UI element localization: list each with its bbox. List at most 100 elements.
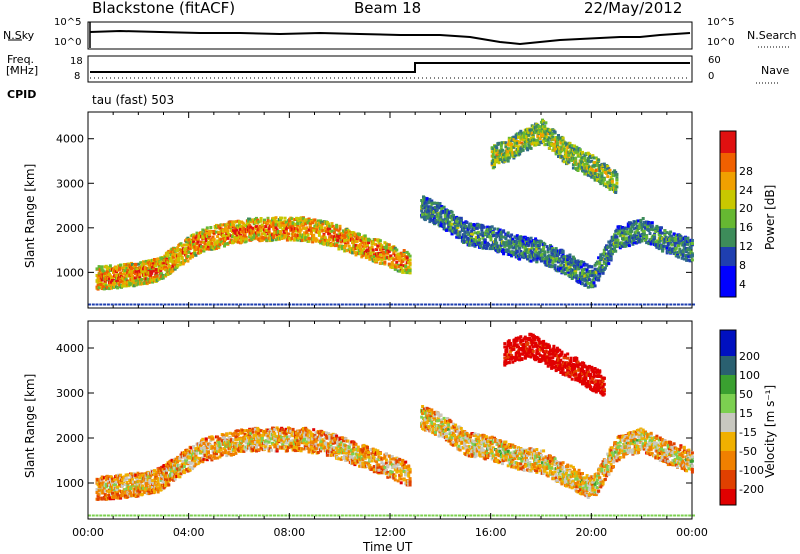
heatmap-cell: [613, 237, 617, 241]
heatmap-cell: [688, 303, 692, 306]
heatmap-cell: [570, 144, 574, 148]
heatmap-cell: [510, 142, 514, 146]
heatmap-cell: [103, 282, 107, 286]
heatmap-cell: [531, 258, 535, 262]
heatmap-cell: [529, 249, 533, 253]
heatmap-cell: [392, 252, 396, 256]
heatmap-cell: [571, 273, 575, 277]
heatmap-cell: [145, 267, 149, 271]
heatmap-cell: [97, 265, 101, 269]
heatmap-cell: [685, 256, 689, 260]
heatmap-cell: [387, 243, 391, 247]
heatmap-cell: [529, 303, 533, 306]
heatmap-cell: [138, 273, 142, 277]
heatmap-cell: [369, 247, 373, 251]
heatmap-cell: [363, 234, 367, 238]
heatmap-cell: [627, 244, 631, 248]
heatmap-cell: [144, 269, 148, 273]
heatmap-cell: [359, 243, 363, 247]
heatmap-cell: [275, 228, 279, 232]
heatmap-cell: [584, 152, 588, 156]
heatmap-cell: [484, 246, 488, 250]
heatmap-cell: [498, 228, 502, 232]
heatmap-cell: [541, 249, 544, 252]
heatmap-cell: [113, 488, 117, 492]
heatmap-cell: [103, 280, 107, 284]
heatmap-cell: [215, 230, 218, 234]
heatmap-cell: [311, 221, 315, 225]
heatmap-cell: [606, 164, 610, 168]
freq-tick-top: 18: [70, 56, 83, 67]
heatmap-cell: [669, 303, 673, 306]
heatmap-cell: [640, 239, 644, 243]
heatmap-cell: [293, 223, 297, 227]
heatmap-cell: [650, 303, 654, 306]
heatmap-cell: [324, 230, 328, 234]
heatmap-cell: [465, 303, 469, 306]
heatmap-cell: [616, 244, 620, 248]
heatmap-cell: [592, 156, 596, 160]
heatmap-cell: [118, 277, 122, 281]
heatmap-cell: [144, 259, 148, 263]
heatmap-cell: [192, 233, 196, 237]
heatmap-cell: [375, 248, 379, 251]
heatmap-cell: [543, 254, 547, 258]
heatmap-cell: [603, 266, 607, 270]
heatmap-cell: [642, 229, 646, 233]
heatmap-cell: [523, 143, 527, 147]
heatmap-cell: [665, 303, 669, 306]
heatmap-cell: [153, 262, 157, 266]
heatmap-cell: [635, 303, 639, 306]
heatmap-cell: [276, 219, 280, 223]
heatmap-cell: [502, 252, 506, 256]
heatmap-cell: [555, 257, 559, 261]
heatmap-cell: [544, 132, 548, 136]
heatmap-cell: [192, 243, 196, 247]
heatmap-cell: [226, 222, 230, 226]
heatmap-cell: [308, 225, 312, 229]
heatmap-cell: [285, 238, 289, 242]
heatmap-cell: [543, 250, 547, 254]
heatmap-cell: [561, 136, 565, 140]
heatmap-cell: [571, 255, 575, 259]
heatmap-cell: [330, 229, 334, 233]
heatmap-cell: [517, 145, 520, 149]
heatmap-cell: [106, 303, 110, 306]
heatmap-cell: [605, 263, 609, 267]
heatmap-cell: [515, 241, 519, 244]
heatmap-cell: [536, 256, 540, 260]
heatmap-cell: [200, 249, 204, 253]
heatmap-cell: [397, 303, 401, 306]
heatmap-cell: [124, 277, 128, 281]
heatmap-cell: [487, 232, 491, 236]
heatmap-cell: [673, 249, 677, 252]
heatmap-cell: [352, 303, 356, 306]
heatmap-cell: [546, 138, 550, 142]
freq-trace: [90, 62, 690, 73]
heatmap-cell: [678, 247, 682, 251]
heatmap-cell: [455, 235, 459, 239]
heatmap-cell: [631, 242, 635, 246]
heatmap-cell: [555, 141, 559, 145]
heatmap-cell: [505, 243, 509, 247]
heatmap-cell: [102, 270, 106, 274]
heatmap-cell: [143, 266, 147, 270]
heatmap-cell: [600, 172, 604, 175]
heatmap-cell: [658, 303, 661, 306]
heatmap-cell: [374, 303, 378, 306]
heatmap-cell: [106, 265, 110, 269]
heatmap-cell: [405, 256, 409, 260]
heatmap-cell: [259, 219, 263, 223]
heatmap-cell: [439, 303, 443, 306]
heatmap-cell: [506, 231, 510, 235]
heatmap-cell: [160, 272, 164, 276]
heatmap-cell: [242, 237, 246, 240]
heatmap-cell: [574, 270, 578, 274]
heatmap-cell: [641, 237, 645, 241]
heatmap-cell: [543, 125, 547, 128]
power-panel-frame: [87, 111, 693, 309]
heatmap-cell: [401, 268, 405, 272]
heatmap-cell: [568, 141, 572, 145]
heatmap-cell: [567, 153, 571, 157]
heatmap-cell: [402, 253, 406, 257]
